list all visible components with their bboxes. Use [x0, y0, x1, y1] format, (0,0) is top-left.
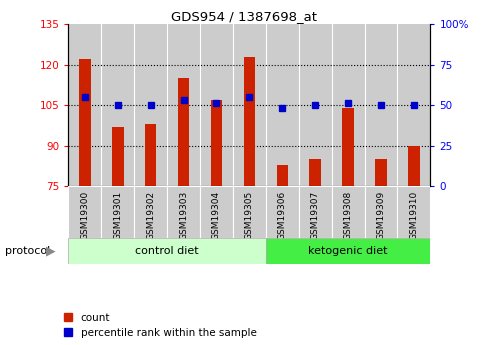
Text: GSM19307: GSM19307: [310, 190, 319, 240]
Text: GSM19308: GSM19308: [343, 190, 352, 240]
Text: GSM19302: GSM19302: [146, 190, 155, 239]
Text: GSM19306: GSM19306: [277, 190, 286, 240]
Bar: [200, 24, 232, 186]
Text: ketogenic diet: ketogenic diet: [308, 246, 387, 256]
Bar: [331, 186, 364, 238]
Bar: [265, 238, 429, 264]
Bar: [374, 159, 386, 186]
Bar: [243, 57, 255, 186]
Text: GSM19301: GSM19301: [113, 190, 122, 240]
Text: protocol: protocol: [5, 246, 50, 256]
Bar: [144, 124, 156, 186]
Bar: [342, 108, 353, 186]
Text: GSM19303: GSM19303: [179, 190, 188, 240]
Bar: [265, 24, 298, 186]
Text: GSM19304: GSM19304: [212, 190, 221, 239]
Bar: [276, 165, 287, 186]
Bar: [167, 24, 200, 186]
Bar: [68, 238, 265, 264]
Bar: [364, 24, 397, 186]
Text: control diet: control diet: [135, 246, 199, 256]
Bar: [101, 24, 134, 186]
Bar: [210, 100, 222, 186]
Legend: count, percentile rank within the sample: count, percentile rank within the sample: [64, 313, 256, 338]
Text: GSM19305: GSM19305: [244, 190, 253, 240]
Bar: [178, 78, 189, 186]
Bar: [364, 186, 397, 238]
Bar: [68, 24, 101, 186]
Bar: [101, 186, 134, 238]
Bar: [232, 186, 265, 238]
Bar: [298, 186, 331, 238]
Text: GSM19309: GSM19309: [376, 190, 385, 240]
Bar: [265, 186, 298, 238]
Bar: [167, 186, 200, 238]
Bar: [331, 24, 364, 186]
Bar: [200, 186, 232, 238]
Text: GDS954 / 1387698_at: GDS954 / 1387698_at: [171, 10, 317, 23]
Text: ▶: ▶: [46, 245, 56, 257]
Bar: [232, 24, 265, 186]
Text: GSM19310: GSM19310: [408, 190, 418, 240]
Bar: [112, 127, 123, 186]
Bar: [79, 59, 90, 186]
Bar: [397, 186, 429, 238]
Bar: [68, 186, 101, 238]
Bar: [134, 186, 167, 238]
Bar: [134, 24, 167, 186]
Bar: [397, 24, 429, 186]
Bar: [407, 146, 419, 186]
Text: GSM19300: GSM19300: [80, 190, 89, 240]
Bar: [298, 24, 331, 186]
Bar: [309, 159, 320, 186]
